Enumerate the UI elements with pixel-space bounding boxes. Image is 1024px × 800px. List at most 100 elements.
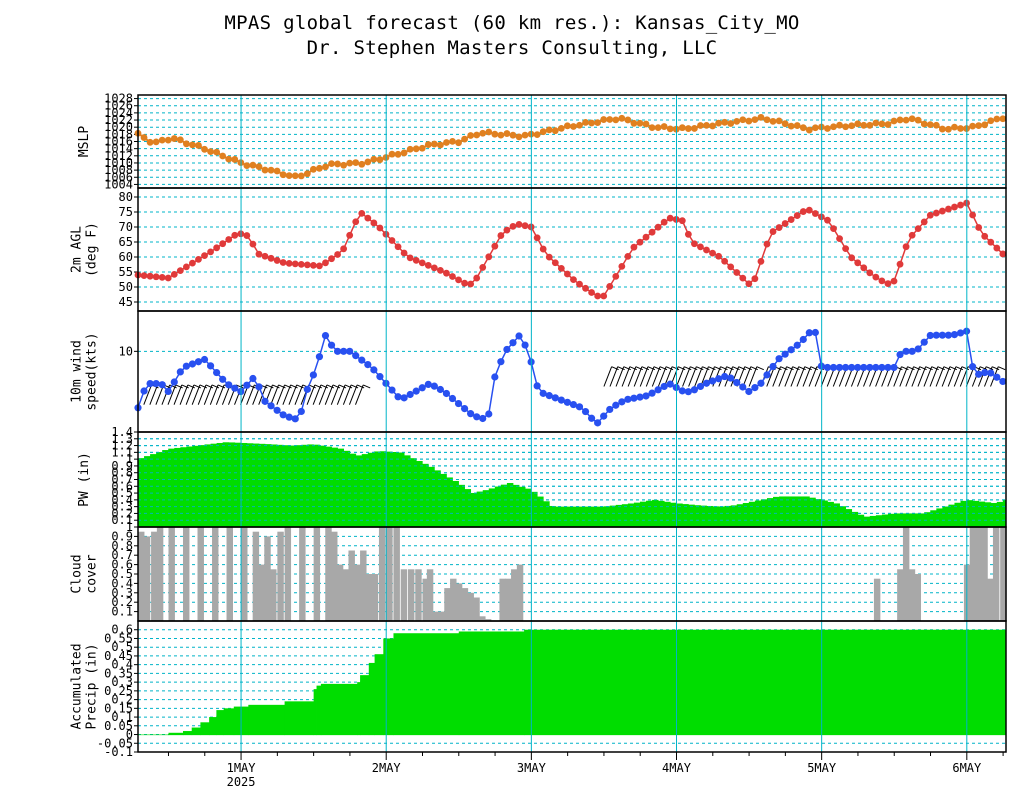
wind-point	[751, 384, 759, 392]
wind-point	[981, 368, 989, 377]
x-tick-label: 4MAY	[662, 761, 692, 775]
mslp-point	[158, 136, 166, 144]
wind-point	[781, 350, 789, 358]
pw-bar	[712, 506, 720, 527]
wind-point	[739, 383, 747, 391]
wind-point	[509, 339, 517, 347]
pw-bar	[948, 504, 955, 527]
pw-bar	[839, 506, 847, 527]
pw-bar	[748, 501, 756, 527]
mslp-point	[328, 160, 335, 168]
pw-bar	[392, 452, 399, 527]
x-tick-label: 1MAY	[227, 761, 257, 775]
pw-bar	[271, 444, 278, 527]
wind-point	[352, 352, 360, 360]
wind-barb	[748, 366, 758, 387]
cloud-bar	[156, 527, 164, 621]
temp-point	[255, 250, 263, 258]
mslp-point	[799, 124, 807, 132]
temp-point	[334, 251, 341, 258]
pw-bar	[150, 454, 157, 527]
wind-point	[340, 347, 348, 355]
pw-tick-label: 0.6	[111, 479, 133, 493]
precip-tick-label: 0.2	[111, 693, 133, 707]
wind-barb	[802, 366, 812, 387]
pw-bar	[174, 447, 181, 527]
temp-point	[225, 236, 233, 243]
mslp-point	[612, 116, 620, 124]
temp-point	[993, 244, 1001, 252]
precip-bar	[248, 704, 286, 736]
mslp-point	[745, 117, 753, 125]
temp-point	[394, 243, 402, 251]
wind-point	[775, 355, 783, 363]
wind-point	[575, 403, 584, 411]
mslp-tick-label: 1016	[104, 135, 133, 149]
temp-point	[624, 253, 632, 260]
chart-subtitle: Dr. Stephen Masters Consulting, LLC	[306, 37, 718, 59]
wind-barb	[617, 366, 625, 371]
cloud-bar	[438, 611, 445, 621]
mslp-point	[878, 120, 886, 128]
pw-bar	[924, 512, 931, 527]
mslp-point	[243, 162, 251, 170]
mslp-point	[654, 124, 662, 132]
precip-tick-label: 0.6	[111, 623, 133, 637]
mslp-point	[793, 122, 801, 129]
precip-tick-label: -0.05	[97, 736, 133, 750]
wind-barb	[181, 384, 189, 389]
mslp-point	[291, 172, 299, 180]
temp-point	[987, 238, 995, 246]
pw-bar	[488, 488, 496, 527]
wind-barb	[953, 366, 963, 387]
wind-barb	[621, 366, 631, 387]
cloud-bar	[981, 527, 988, 621]
wind-tick-label: 10	[119, 344, 133, 358]
temp-point	[854, 259, 862, 267]
mslp-point	[255, 163, 263, 171]
cloud-bar	[212, 527, 219, 621]
cloud-bar	[264, 536, 271, 621]
mslp-point	[957, 125, 964, 132]
wind-barb	[143, 384, 152, 405]
mslp-point	[600, 116, 608, 123]
pw-bar	[978, 501, 986, 527]
precip-bar	[223, 708, 235, 736]
mslp-point	[896, 116, 904, 124]
precip-axis-label: Precip (in)	[85, 643, 100, 729]
pw-tick-label: 0.3	[111, 500, 133, 514]
mslp-point	[836, 121, 843, 129]
mslp-point	[449, 137, 456, 145]
wind-barb	[917, 366, 927, 387]
wind-barb	[306, 384, 316, 405]
cloud-bar	[992, 527, 1000, 621]
temp-point	[945, 205, 952, 213]
wind-point	[170, 378, 178, 386]
temp-point	[908, 231, 916, 239]
wind-barb	[919, 366, 927, 371]
mslp-point	[733, 117, 741, 125]
wind-barb	[798, 366, 806, 371]
x-year-label: 2025	[227, 775, 256, 789]
temp-point	[630, 243, 638, 251]
precip-bar	[383, 638, 394, 736]
pw-bar	[930, 510, 937, 527]
temp-point	[418, 259, 426, 267]
wind-point	[194, 358, 203, 366]
mslp-point	[267, 166, 275, 174]
wind-point	[188, 360, 197, 368]
pw-bar	[773, 496, 780, 527]
pw-bar	[277, 444, 284, 527]
temp-point	[328, 255, 335, 263]
chart-title: MPAS global forecast (60 km res.): Kansa…	[224, 12, 800, 34]
pw-bar	[585, 506, 592, 527]
wind-point	[587, 414, 596, 422]
precip-axis-label: Accumulated	[70, 643, 85, 729]
cloud-bar	[331, 531, 338, 621]
wind-point	[787, 346, 795, 354]
temp-point	[491, 242, 499, 250]
temp-point	[836, 235, 843, 243]
wind-point	[388, 386, 396, 394]
wind-barb	[276, 384, 286, 405]
wind-point	[146, 380, 154, 388]
